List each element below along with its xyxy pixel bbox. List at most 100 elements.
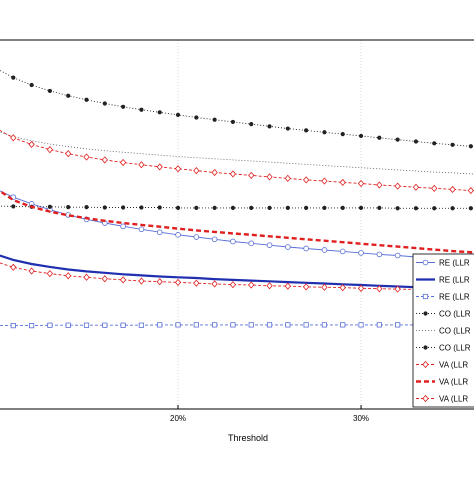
series-line [0,130,474,192]
data-point [376,322,382,328]
data-point [230,119,236,125]
data-point [322,130,327,135]
data-point [422,259,429,266]
data-point [138,226,145,233]
data-point [102,101,107,106]
legend-label: CO (LLR [439,327,471,336]
data-point [65,322,71,328]
legend-label: RE (LLR [439,276,470,285]
data-point [29,323,35,329]
data-point [229,170,237,178]
data-point [230,205,236,210]
data-point [193,167,200,175]
data-point [321,247,328,253]
data-point [46,269,54,278]
series-4 [0,69,474,149]
series-9 [0,262,474,295]
data-point [66,205,71,210]
legend-label: CO (LLR [439,310,471,319]
data-point [212,322,218,328]
data-point [339,283,346,292]
data-point [175,205,181,210]
data-point [230,322,236,328]
data-point [194,115,199,120]
data-point [422,394,429,403]
data-point [284,282,291,290]
data-point [357,179,365,188]
data-point [138,161,145,169]
data-point [321,177,328,185]
legend-label: CO (LLR [439,344,471,353]
data-point [303,245,309,252]
legend-label: RE (LLR [439,293,470,302]
series-line [0,254,474,291]
legend-label: VA (LLR [439,361,468,370]
data-point [212,117,217,122]
data-point [449,185,456,194]
data-point [321,283,328,291]
data-point [121,104,126,109]
data-point [10,263,17,271]
data-point [175,322,181,328]
data-point [47,88,53,94]
series-line [0,190,474,261]
data-point [230,238,236,245]
data-point [377,135,382,140]
data-point [193,322,199,328]
data-point [266,322,273,328]
plot-frame [0,39,474,410]
data-point [101,156,108,164]
data-point [65,150,72,158]
data-point [358,205,364,210]
series-6 [0,204,474,211]
data-point [174,278,182,287]
data-point [339,178,346,187]
legend-label: VA (LLR [439,378,468,387]
data-point [248,322,254,328]
grid-layer [177,40,362,409]
data-point [102,205,107,210]
data-point [157,205,162,210]
x-tick-label: 30% [353,414,369,423]
data-point [358,322,364,328]
data-point [432,141,437,146]
data-point [376,181,383,189]
data-point [285,322,291,328]
data-point [249,122,254,127]
data-point [413,139,419,144]
data-point [394,182,401,190]
data-point [266,173,273,181]
data-point [422,293,429,300]
legend-label: RE (LLR [439,259,470,268]
data-point [83,273,90,281]
data-point [395,206,400,211]
data-point [175,112,181,118]
legend: RE (LLR RE (LLR RE (LLR CO (LLR CO (LLR CO (L… [412,253,474,408]
data-point [84,205,89,210]
data-point [66,93,71,98]
data-point [211,280,218,288]
series-5 [0,131,474,175]
data-point [174,165,182,173]
data-point [120,322,126,328]
data-point [28,267,35,275]
data-point [211,168,218,177]
data-point [157,322,163,328]
data-point [11,204,16,209]
data-point [194,205,199,210]
data-point [423,345,428,350]
data-point [422,360,429,369]
data-point [102,322,108,328]
data-point [138,277,145,285]
data-point [394,252,401,259]
data-point [121,205,126,210]
data-point [10,323,16,329]
legend-label: VA (LLR [439,395,468,404]
data-point [84,97,89,102]
data-point [304,205,309,210]
series-1 [0,190,474,264]
data-point [120,223,126,230]
data-point [321,322,328,328]
data-point [450,206,455,211]
